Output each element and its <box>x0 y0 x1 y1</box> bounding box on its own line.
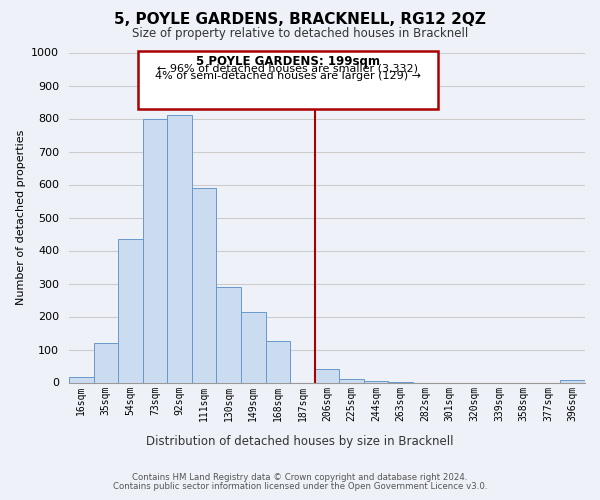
Text: 4% of semi-detached houses are larger (129) →: 4% of semi-detached houses are larger (1… <box>155 70 421 81</box>
Text: Contains public sector information licensed under the Open Government Licence v3: Contains public sector information licen… <box>113 482 487 491</box>
Bar <box>143 118 167 382</box>
Bar <box>167 115 192 382</box>
Bar <box>192 188 217 382</box>
Text: Size of property relative to detached houses in Bracknell: Size of property relative to detached ho… <box>132 28 468 40</box>
Bar <box>241 312 266 382</box>
Bar <box>364 381 388 382</box>
Bar <box>94 343 118 382</box>
Bar <box>266 341 290 382</box>
Bar <box>217 287 241 382</box>
Text: 5 POYLE GARDENS: 199sqm: 5 POYLE GARDENS: 199sqm <box>196 55 380 68</box>
Text: ← 96% of detached houses are smaller (3,332): ← 96% of detached houses are smaller (3,… <box>157 64 418 74</box>
Y-axis label: Number of detached properties: Number of detached properties <box>16 130 26 305</box>
Bar <box>118 239 143 382</box>
Text: Contains HM Land Registry data © Crown copyright and database right 2024.: Contains HM Land Registry data © Crown c… <box>132 472 468 482</box>
Bar <box>339 378 364 382</box>
FancyBboxPatch shape <box>138 51 437 108</box>
Text: Distribution of detached houses by size in Bracknell: Distribution of detached houses by size … <box>146 435 454 448</box>
Bar <box>560 380 585 382</box>
Text: 5, POYLE GARDENS, BRACKNELL, RG12 2QZ: 5, POYLE GARDENS, BRACKNELL, RG12 2QZ <box>114 12 486 28</box>
Bar <box>69 376 94 382</box>
Bar <box>315 370 339 382</box>
